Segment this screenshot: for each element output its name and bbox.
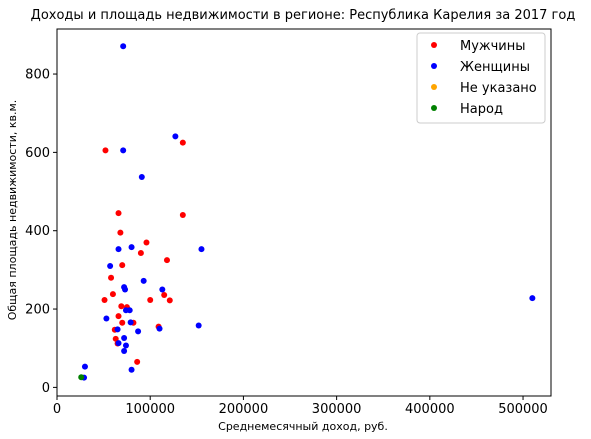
data-point — [135, 328, 142, 335]
data-point — [147, 297, 154, 304]
y-tick-label: 0 — [42, 381, 50, 396]
data-point — [127, 319, 134, 326]
legend-marker — [431, 63, 437, 69]
x-tick-label: 500000 — [498, 402, 548, 417]
data-point — [102, 147, 109, 154]
legend-label: Не указано — [460, 81, 537, 96]
data-point — [137, 250, 144, 257]
data-point — [138, 174, 145, 181]
data-point — [103, 315, 110, 322]
data-point — [120, 43, 127, 50]
x-tick-label: 400000 — [405, 402, 455, 417]
y-tick-label: 400 — [25, 224, 50, 239]
data-point — [122, 286, 129, 293]
y-tick-label: 200 — [25, 303, 50, 318]
legend-marker — [431, 42, 437, 48]
data-point — [179, 139, 186, 146]
data-point — [121, 347, 128, 354]
data-point — [198, 246, 205, 253]
legend: Мужчины Женщины Не указано Народ — [416, 32, 546, 124]
x-axis: 0 100000 200000 300000 400000 500000 — [53, 396, 548, 417]
x-tick-label: 0 — [53, 402, 61, 417]
data-point — [112, 335, 119, 342]
x-tick-label: 100000 — [125, 402, 175, 417]
data-point — [179, 212, 186, 219]
axes-frame — [56, 28, 552, 397]
legend-label: Женщины — [460, 60, 530, 75]
y-axis: 0 200 400 600 800 — [25, 68, 57, 396]
data-point — [161, 291, 168, 298]
data-point — [108, 274, 115, 281]
data-point — [128, 244, 135, 251]
chart-title: Доходы и площадь недвижимости в регионе:… — [31, 8, 576, 23]
data-point — [163, 257, 170, 264]
data-point — [143, 239, 150, 246]
data-point — [114, 326, 121, 333]
legend-box — [416, 32, 546, 124]
data-point — [117, 229, 124, 236]
x-tick-label: 300000 — [312, 402, 362, 417]
data-point — [115, 340, 122, 347]
data-point — [529, 295, 536, 302]
y-axis-label: Общая площадь недвижимости, кв.м. — [6, 100, 19, 321]
data-point — [159, 286, 166, 293]
data-point — [119, 262, 126, 269]
x-axis-label: Среднемесячный доход, руб. — [218, 420, 388, 433]
legend-marker — [431, 84, 437, 90]
data-point — [119, 319, 126, 326]
data-point — [140, 277, 147, 284]
data-point — [115, 246, 122, 253]
data-point — [126, 307, 133, 314]
data-point — [78, 374, 85, 381]
data-point — [156, 325, 163, 332]
data-point — [166, 297, 173, 304]
data-point — [107, 262, 114, 269]
data-point — [109, 291, 116, 298]
plot-area — [78, 43, 536, 381]
data-point — [118, 303, 125, 310]
legend-marker — [431, 105, 437, 111]
data-point — [115, 210, 122, 217]
data-point — [128, 366, 135, 373]
y-tick-label: 600 — [25, 146, 50, 161]
data-point — [134, 358, 141, 365]
data-point — [121, 335, 128, 342]
legend-label: Народ — [460, 102, 503, 117]
y-tick-label: 800 — [25, 68, 50, 83]
data-point — [122, 342, 129, 349]
data-point — [172, 133, 179, 140]
data-point — [195, 322, 202, 329]
x-tick-label: 200000 — [219, 402, 269, 417]
data-point — [115, 313, 122, 320]
data-point — [120, 147, 127, 154]
legend-label: Мужчины — [460, 39, 526, 54]
data-point — [81, 363, 88, 370]
data-point — [101, 297, 108, 304]
